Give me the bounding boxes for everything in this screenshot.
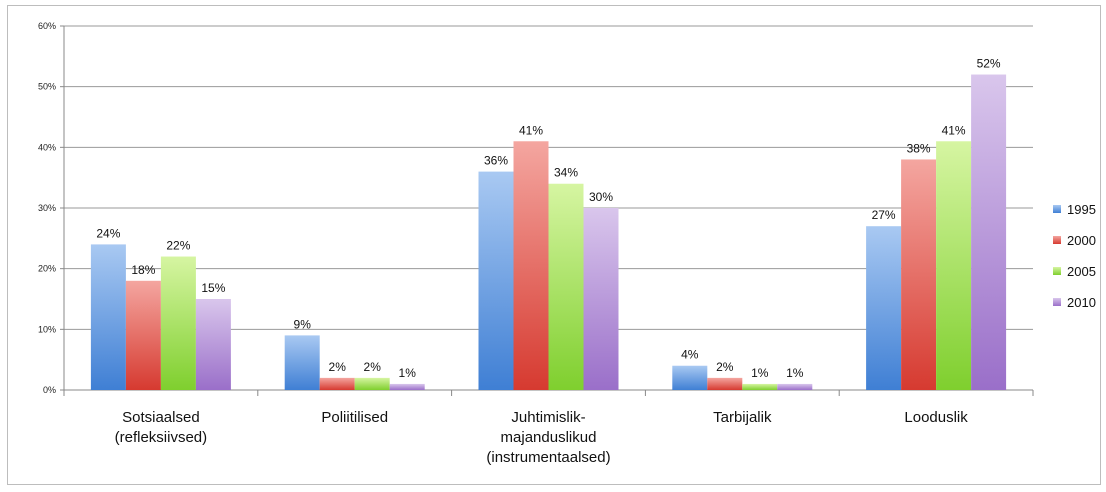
data-label: 38%	[907, 141, 931, 155]
legend-swatch	[1053, 236, 1061, 244]
x-category-label: Sotsiaalsed (refleksiivsed)	[115, 409, 208, 446]
data-label: 34%	[554, 166, 578, 180]
legend-swatch	[1053, 267, 1061, 275]
y-tick-label: 30%	[38, 203, 56, 213]
data-label: 1%	[751, 366, 769, 380]
y-tick-label: 20%	[38, 264, 56, 274]
bar-2010	[195, 299, 231, 390]
data-label: 2%	[329, 360, 347, 374]
bar-2000	[901, 159, 937, 390]
data-labels: 24% 18% 22% 15% 9% 2% 2% 1% 36% 41% 34% 30% 4% 2% 1% 1%…	[96, 57, 1001, 380]
bar-2005	[742, 383, 778, 390]
bar-1995	[478, 171, 514, 390]
bar-1995	[866, 226, 902, 390]
y-axis: 0% 10% 20% 30% 40% 50% 60%	[38, 21, 65, 395]
data-label: 1%	[786, 366, 804, 380]
bar-2010	[777, 383, 813, 390]
x-category-label: Juhtimislik-majanduslikud (instrumentaals…	[486, 409, 610, 466]
bar-1995	[90, 244, 126, 390]
legend: 1995 2000 2005 2010	[1053, 202, 1096, 310]
data-label: 27%	[872, 208, 896, 222]
data-label: 41%	[519, 123, 543, 137]
x-category-label: Tarbijalik	[713, 409, 772, 426]
y-tick-label: 50%	[38, 82, 56, 92]
data-label: 1%	[399, 366, 417, 380]
data-label: 52%	[977, 57, 1001, 71]
y-tick-label: 10%	[38, 324, 56, 334]
bar-2005	[160, 256, 196, 390]
data-label: 2%	[716, 360, 734, 374]
bar-chart: 0% 10% 20% 30% 40% 50% 60% 24% 18% 22% 15% 9% 2% 2% 1…	[38, 21, 1096, 466]
bar-2005	[548, 183, 584, 390]
bar-1995	[284, 335, 320, 390]
data-label: 36%	[484, 154, 508, 168]
legend-label: 1995	[1067, 202, 1096, 217]
bar-2000	[319, 377, 355, 390]
bar-2010	[583, 208, 619, 390]
bar-2000	[513, 141, 549, 390]
data-label: 2%	[364, 360, 382, 374]
bars	[90, 74, 1007, 391]
bar-2000	[125, 280, 161, 390]
x-category-label: Looduslik	[904, 409, 968, 426]
data-label: 41%	[942, 123, 966, 137]
bar-2005	[354, 377, 390, 390]
legend-label: 2000	[1067, 233, 1096, 248]
data-label: 30%	[589, 190, 613, 204]
chart-frame: 0% 10% 20% 30% 40% 50% 60% 24% 18% 22% 15% 9% 2% 2% 1…	[7, 5, 1101, 485]
bar-1995	[672, 365, 708, 390]
legend-swatch	[1053, 205, 1061, 213]
data-label: 15%	[201, 281, 225, 295]
data-label: 9%	[294, 317, 312, 331]
legend-swatch	[1053, 298, 1061, 306]
x-category-label: Poliitilised	[321, 409, 388, 426]
bar-2010	[389, 383, 425, 390]
legend-label: 2010	[1067, 295, 1096, 310]
legend-label: 2005	[1067, 264, 1096, 279]
bar-2000	[707, 377, 743, 390]
y-tick-label: 40%	[38, 142, 56, 152]
y-tick-label: 0%	[43, 385, 56, 395]
x-axis: Sotsiaalsed (refleksiivsed) Poliitilised Ju…	[63, 390, 1034, 466]
bar-2005	[936, 141, 972, 390]
data-label: 18%	[131, 263, 155, 277]
data-label: 22%	[166, 239, 190, 253]
data-label: 4%	[681, 348, 699, 362]
bar-2010	[971, 74, 1007, 391]
y-tick-label: 60%	[38, 21, 56, 31]
data-label: 24%	[96, 226, 120, 240]
